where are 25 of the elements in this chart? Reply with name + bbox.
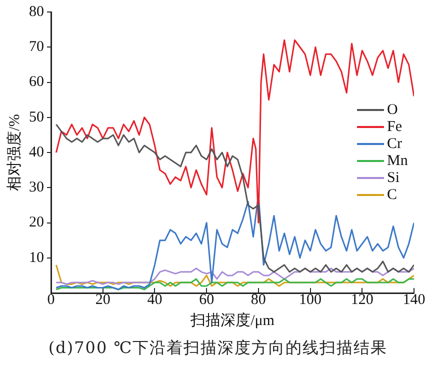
legend-label: Fe (387, 118, 402, 136)
x-tick-label: 100 (299, 292, 322, 308)
legend-label: O (387, 102, 398, 118)
x-tick-label: 0 (47, 292, 55, 308)
y-tick-label: 60 (29, 74, 44, 90)
y-tick-label: 20 (29, 214, 44, 231)
x-tick-label: 20 (95, 292, 110, 308)
x-axis-title: 扫描深度/μm (190, 312, 275, 329)
legend-label: Mn (387, 152, 408, 170)
legend-label: Si (387, 170, 400, 186)
x-tick-label: 40 (147, 292, 162, 308)
x-tick-label: 60 (199, 292, 214, 308)
y-tick-label: 50 (29, 109, 44, 126)
legend-label: Cr (387, 136, 402, 152)
y-tick-label: 10 (29, 250, 44, 266)
y-tick-label: 70 (29, 39, 44, 56)
y-tick-label: 80 (29, 4, 44, 20)
y-tick-label: 40 (29, 144, 44, 160)
x-tick-label: 140 (402, 292, 426, 308)
legend-label: C (387, 186, 398, 204)
text: (d)700 ℃下沿着扫描深度方向的线扫描结果 (47, 338, 389, 359)
x-tick-label: 80 (250, 292, 266, 308)
y-tick-label: 30 (29, 180, 44, 196)
x-tick-label: 120 (350, 292, 374, 308)
y-axis-title: 相对强度/% (6, 114, 23, 191)
